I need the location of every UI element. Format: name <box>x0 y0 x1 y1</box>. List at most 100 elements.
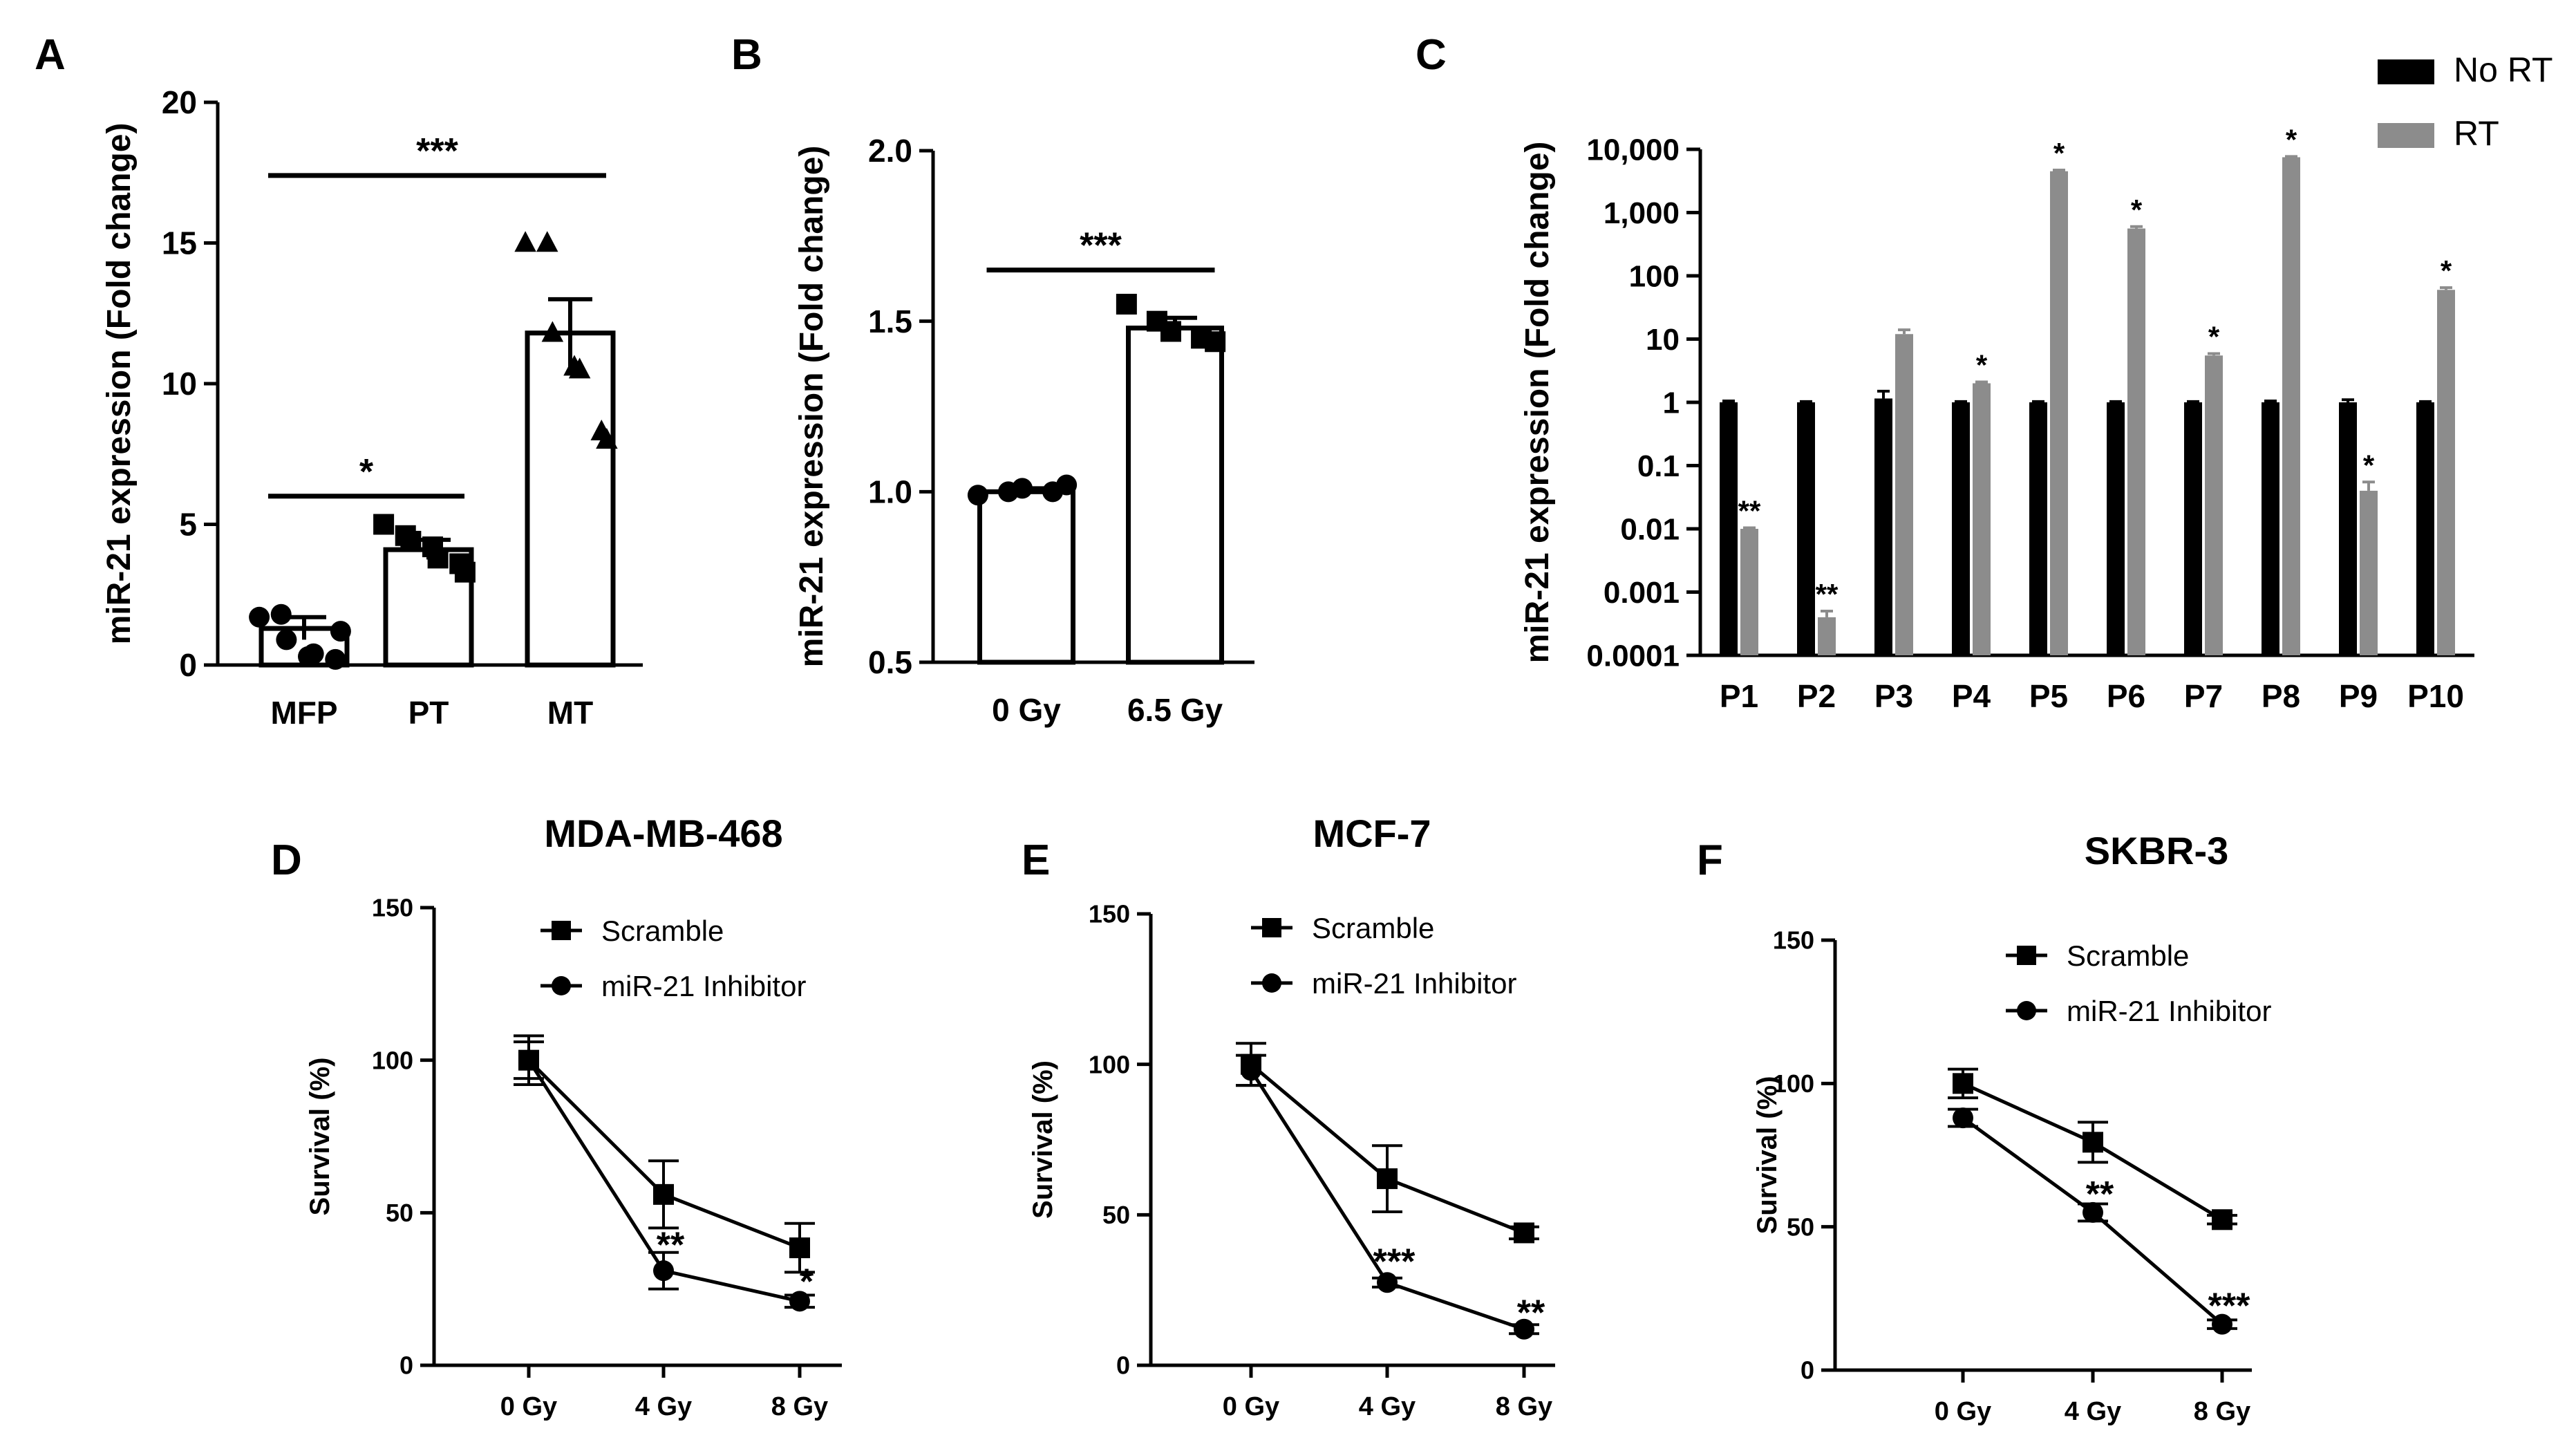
data-point <box>2083 1132 2103 1153</box>
y-tick-label: 10 <box>162 366 197 402</box>
bar-no-rt-p2 <box>1797 402 1815 655</box>
significance-label: ** <box>1738 494 1761 527</box>
data-point <box>1514 1222 1534 1244</box>
y-tick-label: 0.5 <box>868 644 912 680</box>
y-tick-label: 0 <box>1801 1356 1814 1385</box>
bar-mt <box>525 330 616 668</box>
y-axis-label: miR-21 expression (Fold change) <box>793 146 830 668</box>
chart-title: MDA-MB-468 <box>544 812 782 855</box>
y-tick-label: 1.5 <box>868 303 912 339</box>
bar-no-rt-p6 <box>2107 402 2125 655</box>
panel-label-d: D <box>271 836 302 884</box>
panel-label-b: B <box>731 31 762 79</box>
data-point <box>373 514 395 535</box>
x-tick-label: 4 Gy <box>2065 1397 2121 1426</box>
data-point <box>1160 321 1181 342</box>
legend-swatch <box>2378 123 2434 148</box>
significance-label: * <box>2131 194 2143 226</box>
bar-rt-p9 <box>2360 490 2378 655</box>
bar-rt-p5 <box>2050 171 2068 655</box>
data-point <box>1514 1318 1534 1340</box>
y-tick-label: 1.0 <box>868 474 912 509</box>
significance-label: * <box>2363 449 2375 481</box>
chart-title: SKBR-3 <box>2085 829 2228 872</box>
y-tick-label: 50 <box>1102 1201 1130 1229</box>
data-point <box>536 231 558 252</box>
x-tick-label: P8 <box>2262 678 2300 714</box>
y-tick-label: 150 <box>372 894 413 922</box>
bar-6-5-gy <box>1126 326 1224 665</box>
bar-rt-p4 <box>1973 383 1991 655</box>
y-tick-label: 0 <box>399 1351 413 1380</box>
legend-marker <box>1262 973 1281 993</box>
data-point <box>2083 1201 2103 1223</box>
significance-label: * <box>1976 349 1988 382</box>
panel-e: E 0 50 100 150 Survival (%) MCF-7 0 Gy 4 Gy 8 Gy S… <box>1022 812 1555 1421</box>
legend-marker <box>1262 918 1281 937</box>
x-tick-label: P9 <box>2339 678 2378 714</box>
y-tick-label: 50 <box>1787 1213 1814 1241</box>
x-tick-label: 4 Gy <box>1359 1392 1416 1421</box>
significance-label: *** <box>1373 1242 1416 1282</box>
data-point <box>1205 331 1226 353</box>
x-tick-label: P5 <box>2029 678 2068 714</box>
data-point <box>330 621 351 642</box>
bar-rt-p10 <box>2437 290 2455 655</box>
y-tick-label: 0 <box>1116 1351 1130 1380</box>
x-tick-label: 4 Gy <box>635 1392 692 1421</box>
data-point <box>541 321 564 342</box>
y-tick-label: 10,000 <box>1586 133 1680 167</box>
panel-label-f: F <box>1697 836 1723 884</box>
legend-marker <box>552 976 571 995</box>
data-point <box>2212 1313 2232 1335</box>
x-tick-label: P2 <box>1797 678 1836 714</box>
data-point <box>518 1049 539 1071</box>
data-point <box>568 357 591 379</box>
y-tick-label: 150 <box>1089 900 1130 928</box>
bar-no-rt-p1 <box>1720 402 1738 655</box>
x-tick-label: P10 <box>2407 678 2464 714</box>
data-point <box>1241 1060 1261 1081</box>
bar-no-rt-p3 <box>1874 398 1892 655</box>
y-tick-label: 0.001 <box>1604 576 1680 610</box>
x-tick-label: MT <box>547 695 593 731</box>
significance-label: * <box>2208 320 2220 353</box>
significance-label: ** <box>2086 1174 2114 1215</box>
significance-label: * <box>2441 254 2452 287</box>
bar-rt-p1 <box>1740 529 1758 655</box>
y-axis-label: miR-21 expression (Fold change) <box>101 123 138 645</box>
y-tick-label: 15 <box>162 225 197 261</box>
y-tick-label: 10 <box>1646 323 1680 357</box>
x-tick-label: 8 Gy <box>2194 1397 2250 1426</box>
legend-label: miR-21 Inhibitor <box>601 970 806 1002</box>
y-axis-label: Survival (%) <box>305 1058 335 1216</box>
data-point <box>1116 294 1137 315</box>
bar-rt-p3 <box>1895 334 1913 655</box>
y-tick-label: 100 <box>1629 259 1680 293</box>
x-tick-label: 0 Gy <box>1223 1392 1279 1421</box>
legend-label: Scramble <box>601 915 724 947</box>
x-tick-label: PT <box>408 695 449 731</box>
data-point <box>454 561 476 583</box>
x-tick-label: P7 <box>2184 678 2223 714</box>
data-point <box>514 231 536 252</box>
data-point <box>303 643 324 664</box>
bar-no-rt-p10 <box>2416 402 2434 655</box>
legend-label: Scramble <box>2067 939 2189 972</box>
significance-label: * <box>2053 137 2065 169</box>
y-tick-label: 5 <box>179 507 197 543</box>
legend-label: No RT <box>2454 50 2553 89</box>
significance-label: *** <box>416 131 458 171</box>
significance-label: ** <box>1517 1293 1545 1333</box>
y-tick-label: 1,000 <box>1604 196 1680 230</box>
y-tick-label: 1 <box>1663 386 1680 420</box>
data-point <box>276 629 297 650</box>
data-point <box>596 428 618 449</box>
data-point <box>427 547 449 569</box>
y-tick-label: 0 <box>179 647 197 683</box>
x-tick-label: 6.5 Gy <box>1127 692 1223 728</box>
bar-no-rt-p7 <box>2184 402 2202 655</box>
y-tick-label: 20 <box>162 84 197 120</box>
y-axis-label: miR-21 expression (Fold change) <box>1519 142 1556 664</box>
